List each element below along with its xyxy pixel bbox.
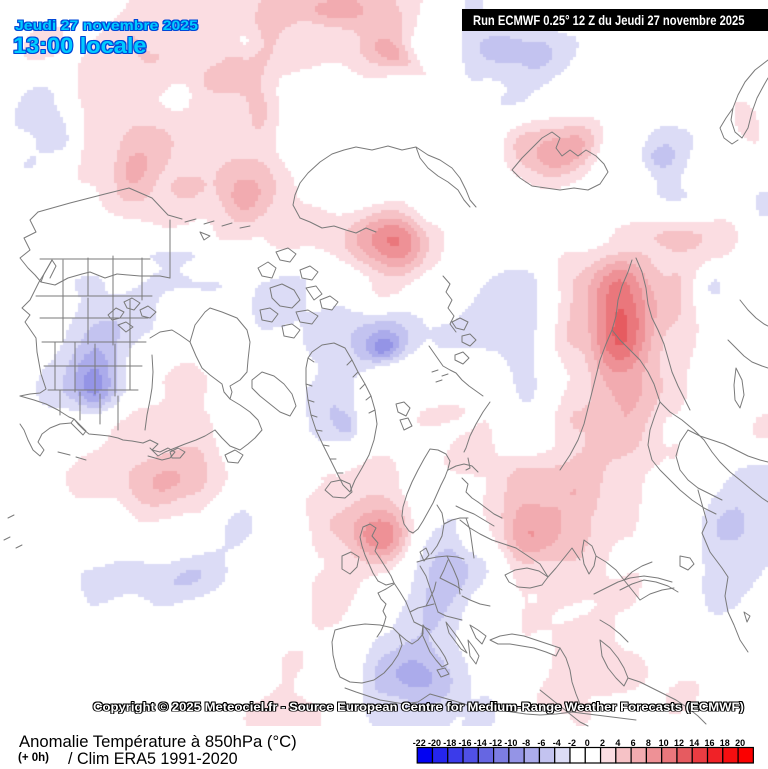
svg-text:10: 10 bbox=[659, 738, 669, 748]
svg-text:-12: -12 bbox=[489, 738, 502, 748]
svg-text:-20: -20 bbox=[428, 738, 441, 748]
svg-text:2: 2 bbox=[600, 738, 605, 748]
svg-text:18: 18 bbox=[720, 738, 730, 748]
svg-text:-22: -22 bbox=[413, 738, 426, 748]
svg-text:-4: -4 bbox=[553, 738, 561, 748]
svg-text:-18: -18 bbox=[443, 738, 456, 748]
svg-text:4: 4 bbox=[615, 738, 620, 748]
svg-text:-6: -6 bbox=[537, 738, 545, 748]
svg-text:-2: -2 bbox=[568, 738, 576, 748]
svg-text:-16: -16 bbox=[459, 738, 472, 748]
svg-text:20: 20 bbox=[735, 738, 745, 748]
svg-text:16: 16 bbox=[705, 738, 715, 748]
svg-text:-8: -8 bbox=[522, 738, 530, 748]
svg-text:0: 0 bbox=[585, 738, 590, 748]
svg-text:-10: -10 bbox=[504, 738, 517, 748]
svg-text:8: 8 bbox=[646, 738, 651, 748]
svg-text:-14: -14 bbox=[474, 738, 487, 748]
svg-text:14: 14 bbox=[689, 738, 699, 748]
svg-text:6: 6 bbox=[631, 738, 636, 748]
svg-text:12: 12 bbox=[674, 738, 684, 748]
